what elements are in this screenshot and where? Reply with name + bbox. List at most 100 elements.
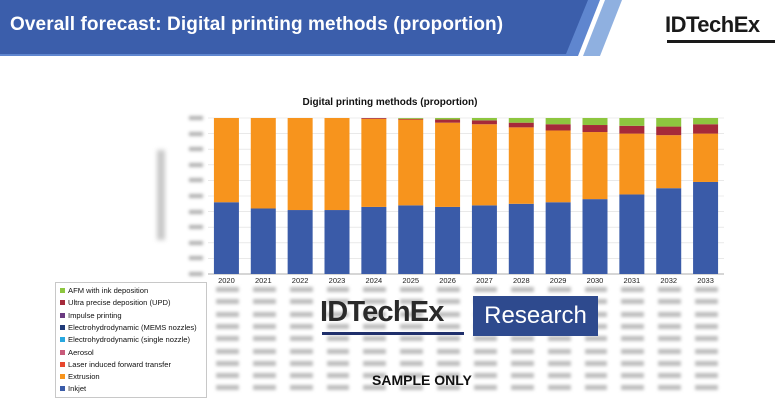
table-cell-blurred	[584, 287, 608, 292]
table-cell-blurred	[363, 360, 387, 366]
table-cell-blurred	[621, 348, 645, 354]
bar-ultra-precise-deposition-upd--2025	[398, 118, 424, 120]
table-cell-blurred	[621, 287, 645, 292]
table-cell-blurred	[658, 348, 682, 354]
table-cell-blurred	[510, 336, 534, 342]
table-cell-blurred	[437, 348, 460, 354]
table-cell-blurred	[695, 323, 718, 329]
table-cell-blurred	[326, 336, 350, 342]
table-cell-blurred	[437, 373, 460, 379]
bar-extrusion-2020	[213, 118, 239, 203]
table-cell-blurred	[400, 323, 424, 329]
x-tick-label: 2033	[697, 276, 714, 285]
x-tick-label: 2020	[218, 276, 235, 285]
table-cell-blurred	[363, 373, 387, 379]
x-tick-label: 2024	[366, 276, 383, 285]
bar-ultra-precise-deposition-upd--2029	[545, 124, 571, 131]
x-tick-label: 2022	[292, 276, 309, 285]
table-cell-blurred	[400, 336, 424, 342]
watermark-underline	[322, 332, 464, 335]
legend-label: Laser induced forward transfer	[68, 359, 171, 369]
x-tick-label: 2031	[624, 276, 641, 285]
bar-ultra-precise-deposition-upd--2032	[656, 126, 682, 136]
legend-swatch	[60, 349, 65, 355]
x-tick-label: 2032	[660, 276, 677, 285]
table-cell-blurred	[252, 373, 276, 379]
bar-afm-with-ink-deposition-2026	[435, 118, 461, 120]
table-cell-blurred	[400, 348, 424, 354]
table-cell-blurred	[695, 311, 718, 317]
legend-item: AFM with ink deposition	[60, 286, 148, 295]
bar-extrusion-2026	[435, 122, 461, 207]
table-cell-blurred	[363, 311, 387, 317]
table-cell-blurred	[252, 287, 276, 292]
table-cell-blurred	[363, 385, 387, 391]
table-cell-blurred	[252, 299, 276, 305]
table-cell-blurred	[437, 311, 460, 317]
bar-ultra-precise-deposition-upd--2031	[619, 125, 645, 134]
table-cell-blurred	[695, 385, 718, 391]
table-cell-blurred	[584, 373, 608, 379]
table-cell-blurred	[289, 348, 313, 354]
table-cell-blurred	[510, 360, 534, 366]
x-tick-label: 2027	[476, 276, 493, 285]
table-cell-blurred	[584, 336, 608, 342]
bar-afm-with-ink-deposition-2027	[471, 118, 497, 121]
table-cell-blurred	[474, 360, 497, 366]
table-cell-blurred	[252, 348, 276, 354]
bar-afm-with-ink-deposition-2028	[508, 118, 534, 123]
bar-inkjet-2021	[250, 208, 276, 274]
bar-afm-with-ink-deposition-2032	[656, 118, 682, 127]
bar-ultra-precise-deposition-upd--2033	[693, 124, 719, 134]
bar-inkjet-2032	[656, 188, 682, 274]
table-cell-blurred	[326, 311, 350, 317]
watermark: IDTechEx Research	[320, 296, 600, 336]
table-cell-blurred	[621, 373, 645, 379]
x-tick-label: 2026	[439, 276, 456, 285]
legend-item: Electrohydrodynamic (MEMS nozzles)	[60, 323, 197, 332]
table-cell-blurred	[363, 348, 387, 354]
banner-shape	[0, 0, 622, 56]
table-cell-blurred	[326, 287, 350, 292]
bar-inkjet-2031	[619, 194, 645, 274]
table-cell-blurred	[621, 385, 645, 391]
table-cell-blurred	[216, 299, 239, 305]
table-cell-blurred	[621, 299, 645, 305]
table-cell-blurred	[547, 360, 571, 366]
table-cell-blurred	[400, 360, 424, 366]
table-cell-blurred	[326, 299, 350, 305]
legend-item: Inkjet	[60, 384, 86, 393]
x-tick-label: 2028	[513, 276, 530, 285]
table-cell-blurred	[400, 311, 424, 317]
table-cell-blurred	[474, 385, 497, 391]
table-cell-blurred	[658, 287, 682, 292]
table-cell-blurred	[363, 287, 387, 292]
table-cell-blurred	[326, 385, 350, 391]
legend-label: Impulse printing	[68, 310, 122, 320]
bar-extrusion-2023	[324, 118, 350, 211]
table-cell-blurred	[658, 373, 682, 379]
table-cell-blurred	[216, 385, 239, 391]
table-cell-blurred	[584, 385, 608, 391]
x-tick-label: 2030	[587, 276, 604, 285]
y-tick-blurred	[189, 240, 203, 245]
table-cell-blurred	[621, 323, 645, 329]
table-cell-blurred	[216, 348, 239, 354]
table-cell-blurred	[695, 348, 718, 354]
legend-item: Laser induced forward transfer	[60, 360, 171, 369]
table-cell-blurred	[252, 323, 276, 329]
bar-extrusion-2025	[398, 119, 424, 206]
legend-item: Ultra precise deposition (UPD)	[60, 298, 171, 307]
bar-inkjet-2020	[213, 202, 239, 274]
y-tick-blurred	[189, 131, 203, 136]
bar-ultra-precise-deposition-upd--2027	[471, 120, 497, 125]
chart-legend: AFM with ink deposition Ultra precise dep…	[55, 282, 207, 398]
y-axis-label-blurred	[157, 150, 165, 240]
bar-afm-with-ink-deposition-2029	[545, 118, 571, 125]
bar-extrusion-2033	[693, 133, 719, 182]
legend-swatch	[60, 337, 65, 343]
y-tick-blurred	[189, 147, 203, 152]
table-cell-blurred	[216, 323, 239, 329]
table-cell-blurred	[584, 348, 608, 354]
